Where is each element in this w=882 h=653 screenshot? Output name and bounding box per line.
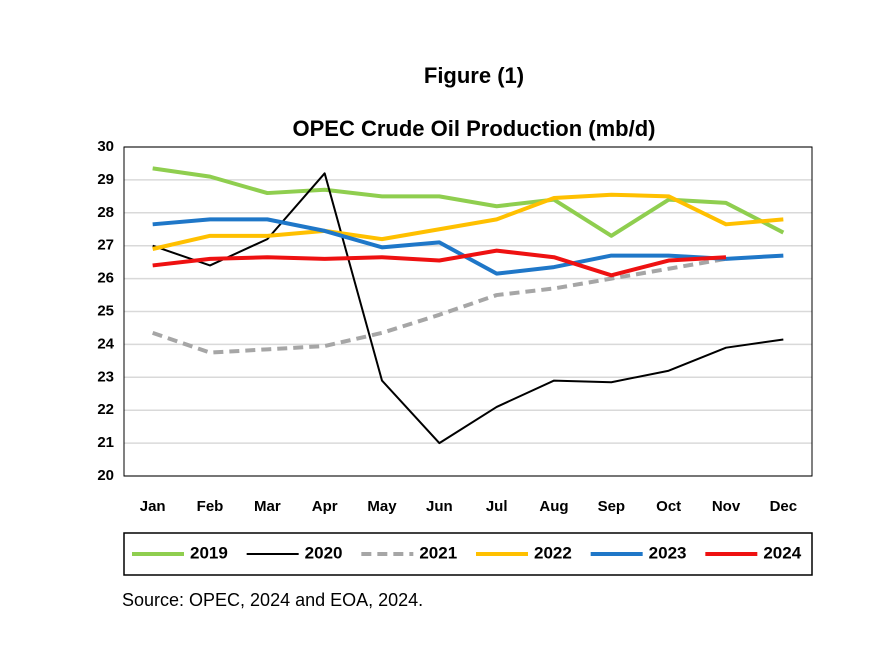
x-tick-label: Oct — [656, 498, 681, 515]
legend-label: 2021 — [419, 543, 457, 562]
chart-title: Figure (1) — [424, 63, 524, 88]
legend-label: 2020 — [305, 543, 343, 562]
y-tick-label: 26 — [97, 270, 114, 287]
series-line — [152, 248, 727, 278]
y-tick-label: 30 — [97, 138, 114, 155]
x-tick-label: Mar — [254, 498, 281, 515]
y-tick-label: 24 — [97, 335, 114, 352]
x-tick-label: Nov — [712, 498, 741, 515]
legend-label: 2022 — [534, 543, 572, 562]
series-line — [152, 172, 784, 445]
x-tick-label: Jul — [486, 498, 508, 515]
y-tick-label: 27 — [97, 237, 114, 254]
legend-label: 2024 — [763, 543, 801, 562]
series-line — [152, 256, 727, 355]
legend-label: 2023 — [649, 543, 687, 562]
y-tick-label: 25 — [97, 302, 114, 319]
legend-label: 2019 — [190, 543, 228, 562]
plot-frame — [123, 146, 813, 477]
legend-box — [123, 532, 813, 576]
x-tick-label: Jan — [140, 498, 166, 515]
y-tick-label: 29 — [97, 171, 114, 188]
x-tick-label: Apr — [312, 498, 338, 515]
y-tick-label: 21 — [97, 434, 114, 451]
x-tick-label: Jun — [426, 498, 453, 515]
x-tick-label: May — [367, 498, 397, 515]
y-tick-label: 28 — [97, 204, 114, 221]
series-line — [152, 217, 784, 276]
x-tick-label: Dec — [770, 498, 798, 515]
y-tick-label: 20 — [97, 467, 114, 484]
chart-subtitle: OPEC Crude Oil Production (mb/d) — [293, 116, 656, 141]
x-tick-label: Aug — [539, 498, 568, 515]
y-tick-label: 22 — [97, 401, 114, 418]
y-tick-label: 23 — [97, 368, 114, 385]
x-tick-label: Sep — [598, 498, 626, 515]
source-note: Source: OPEC, 2024 and EOA, 2024. — [122, 590, 423, 610]
series-line — [152, 192, 784, 251]
x-tick-label: Feb — [197, 498, 224, 515]
